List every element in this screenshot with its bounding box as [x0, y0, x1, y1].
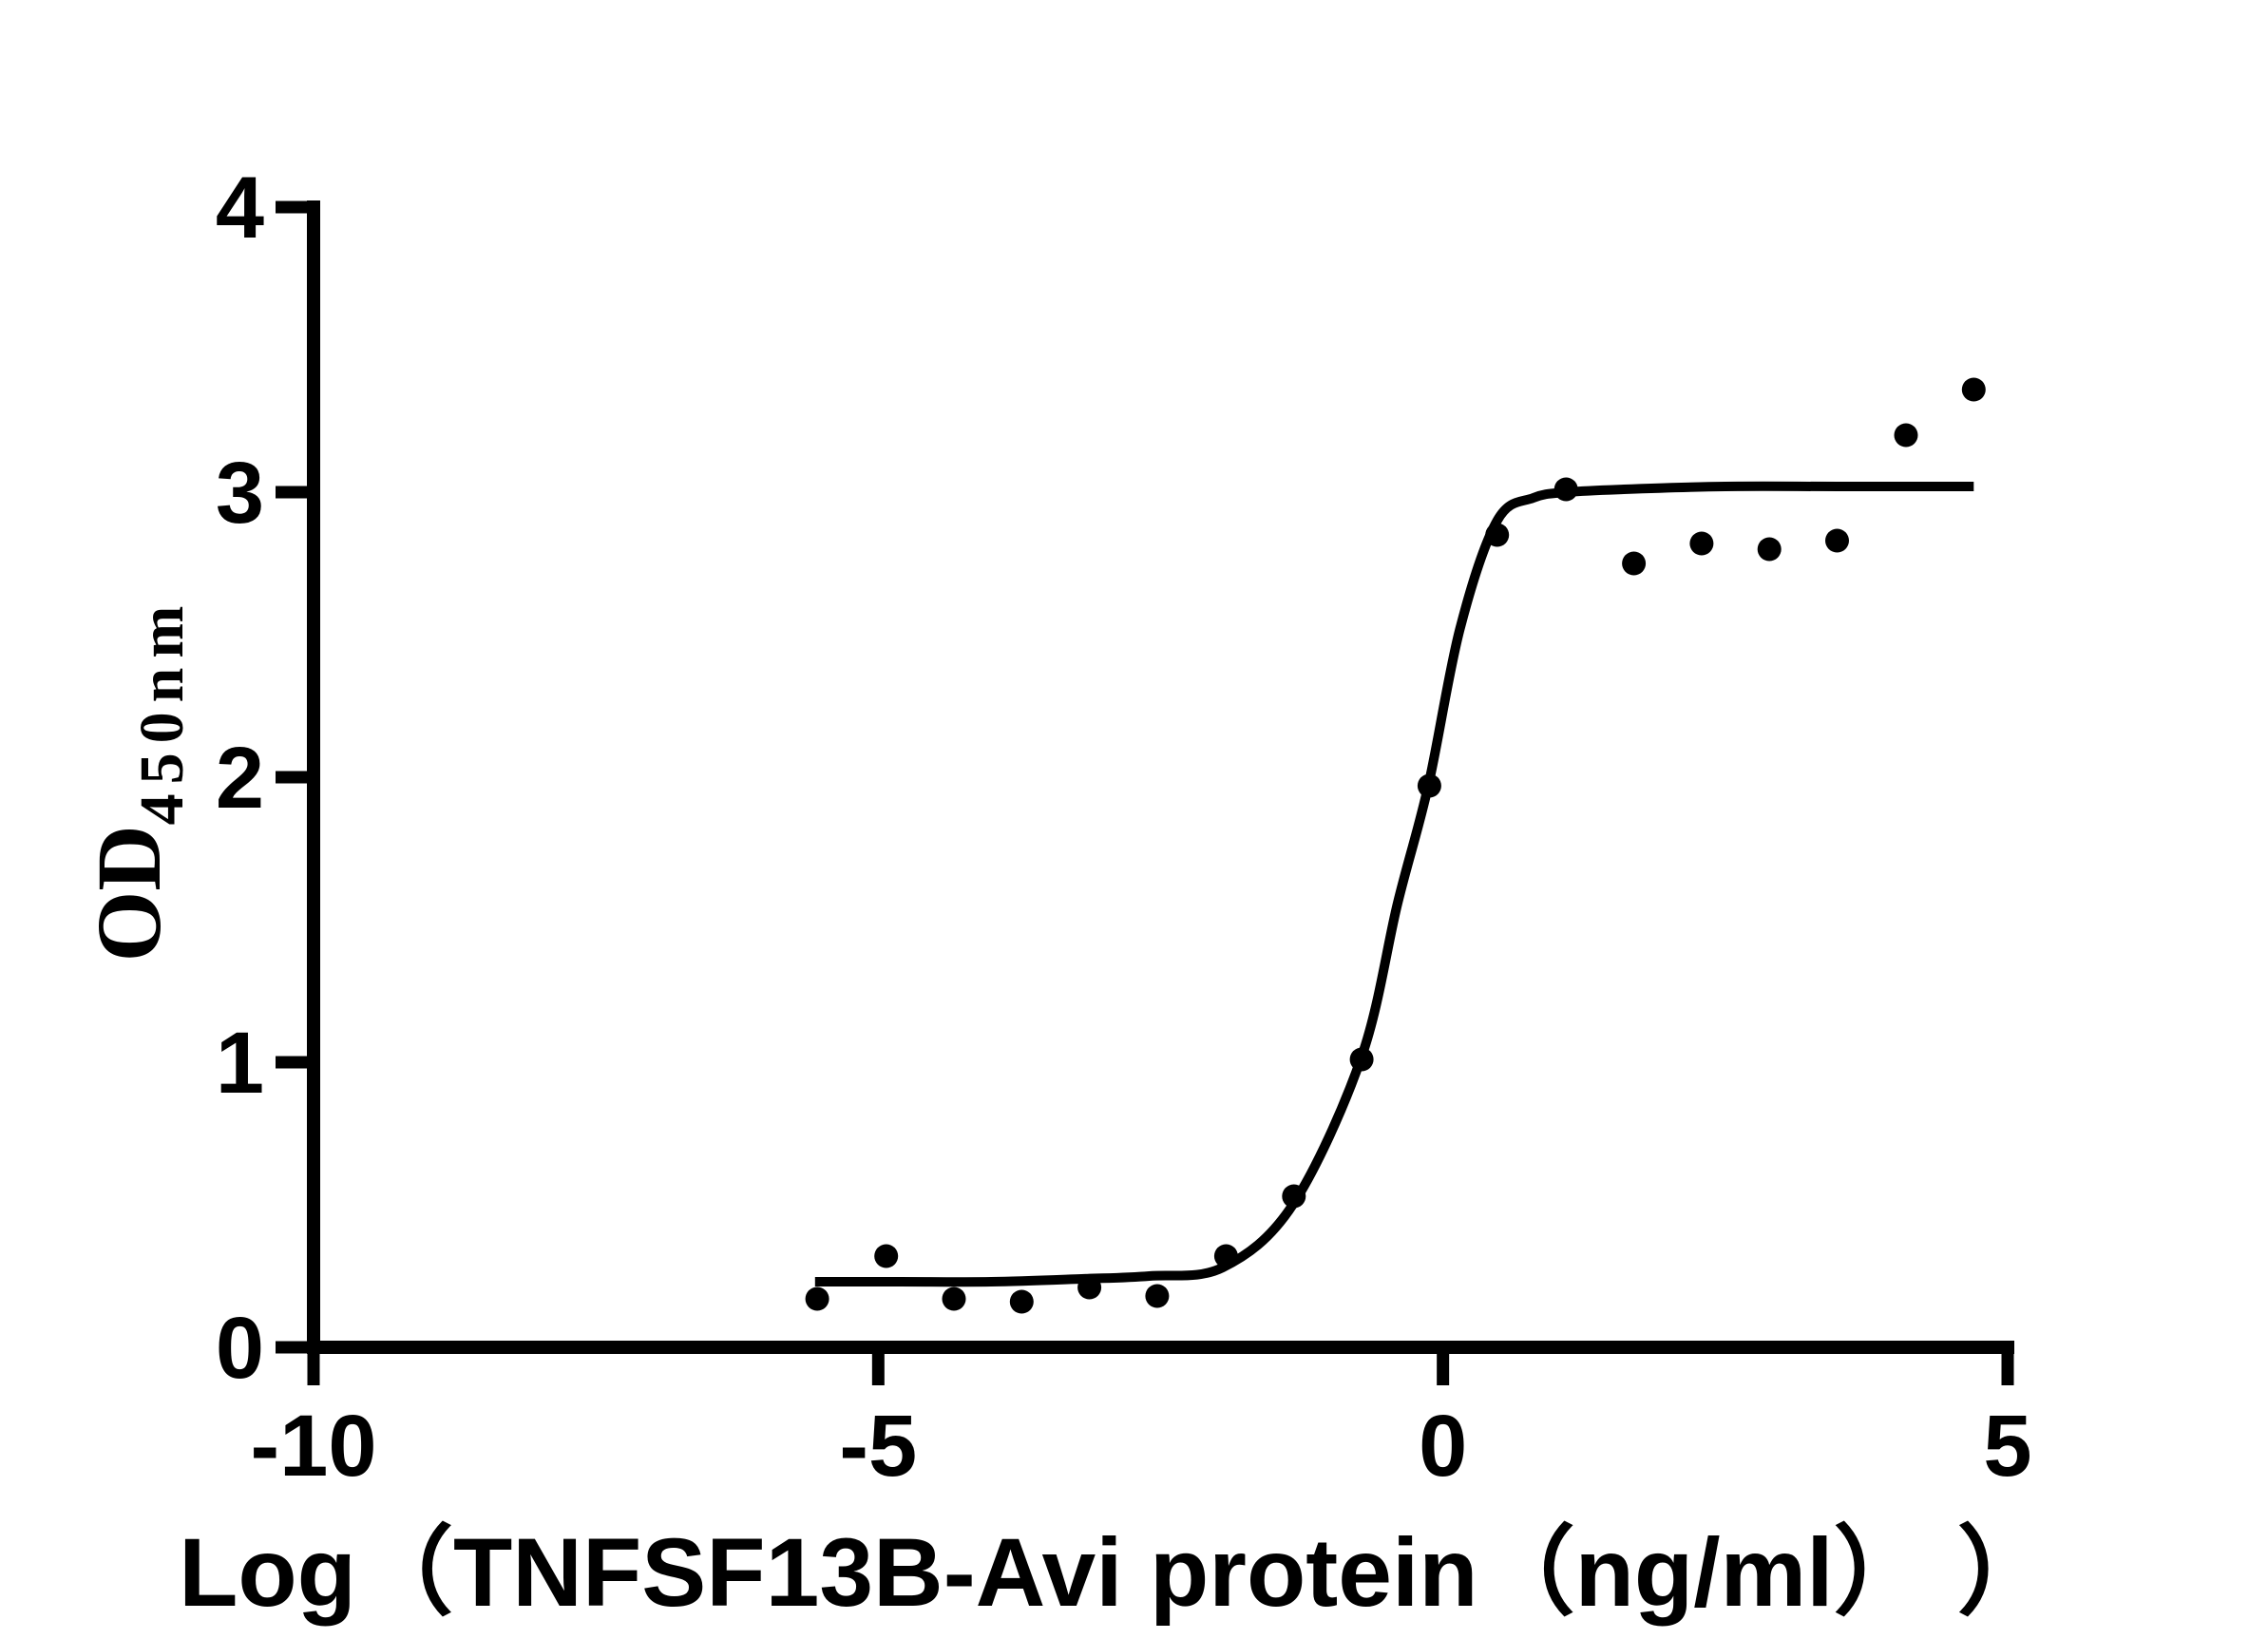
data-point — [1349, 1047, 1374, 1072]
x-tick-label: -10 — [251, 1398, 377, 1495]
data-point — [1145, 1284, 1170, 1308]
y-tick-label: 1 — [216, 1015, 264, 1112]
data-point — [1009, 1289, 1034, 1314]
data-point — [1553, 477, 1578, 502]
y-axis-title-main: OD — [78, 825, 180, 962]
x-tick-label: 5 — [1983, 1398, 2031, 1495]
data-points-group — [805, 377, 1986, 1314]
y-axis-ticks: 0 1 2 3 4 — [216, 160, 314, 1397]
axes-group — [307, 200, 2014, 1354]
y-axis-title-subscript: 450nm — [127, 597, 197, 826]
y-tick-label: 2 — [216, 730, 264, 827]
x-axis-ticks: -10 -5 0 5 — [251, 1347, 2032, 1495]
data-point — [805, 1286, 829, 1311]
data-point — [1213, 1244, 1238, 1268]
data-point — [1622, 551, 1647, 576]
x-axis-title: Log（TNFSF13B-Avi protein（ng/ml） ） — [179, 1518, 2054, 1627]
data-point — [874, 1244, 899, 1268]
data-point — [1485, 523, 1510, 547]
data-point — [942, 1286, 966, 1311]
x-tick-label: 0 — [1419, 1398, 1467, 1495]
fit-curve-group — [814, 481, 1974, 1287]
y-tick-label: 3 — [216, 445, 264, 542]
data-point — [1689, 531, 1714, 556]
data-point — [1417, 773, 1441, 798]
data-point — [1894, 423, 1918, 448]
data-point — [1757, 537, 1782, 562]
y-tick-label: 0 — [216, 1300, 264, 1397]
data-point — [1961, 377, 1986, 402]
data-point — [1077, 1275, 1102, 1300]
x-tick-label: -5 — [839, 1398, 917, 1495]
y-axis-title: OD450nm — [78, 597, 197, 962]
fit-curve — [814, 481, 1974, 1287]
data-point — [1282, 1184, 1306, 1209]
y-tick-label: 4 — [216, 160, 264, 257]
data-point — [1825, 528, 1849, 553]
